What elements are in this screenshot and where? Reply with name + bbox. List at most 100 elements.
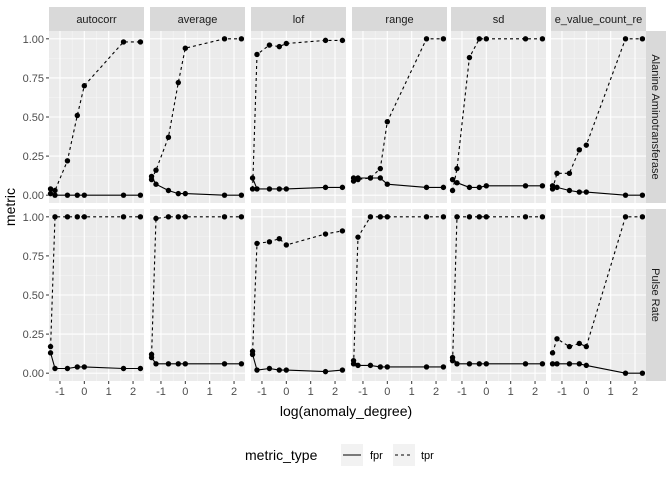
panel-0-1 <box>148 31 245 203</box>
point-fpr <box>522 183 529 189</box>
point-fpr <box>377 364 384 370</box>
y-tick-label: 0.25 <box>23 151 44 163</box>
point-fpr <box>576 361 583 367</box>
point-fpr <box>566 361 573 367</box>
point-tpr <box>137 214 144 220</box>
x-tick-label: 2 <box>332 386 338 398</box>
point-fpr <box>377 175 384 181</box>
x-tick-label: 1 <box>308 386 314 398</box>
point-tpr <box>566 343 573 350</box>
point-fpr <box>476 184 483 191</box>
strip-label-range: range <box>385 14 413 26</box>
point-fpr <box>249 175 256 181</box>
point-tpr <box>440 36 447 42</box>
point-tpr <box>522 214 529 220</box>
point-tpr <box>276 43 283 50</box>
point-fpr <box>639 370 646 376</box>
legend-label-fpr: fpr <box>370 450 383 462</box>
point-tpr <box>175 214 182 220</box>
point-fpr <box>554 184 560 191</box>
point-tpr <box>539 214 546 220</box>
point-tpr <box>322 231 329 237</box>
point-tpr <box>221 36 228 42</box>
point-fpr <box>339 184 346 191</box>
point-tpr <box>377 214 384 220</box>
panel-1-0 <box>47 209 144 381</box>
chart-panels <box>47 31 646 381</box>
point-tpr <box>454 165 460 172</box>
point-fpr <box>283 367 290 373</box>
point-tpr <box>483 214 490 220</box>
point-tpr <box>576 147 583 153</box>
point-fpr <box>449 176 456 183</box>
y-tick-label: 0.75 <box>23 73 44 85</box>
point-tpr <box>449 357 456 364</box>
point-fpr <box>47 190 54 197</box>
x-tick-label: 0 <box>483 386 489 398</box>
point-fpr <box>566 187 573 194</box>
point-tpr <box>182 214 189 220</box>
legend: metric_type fpr tpr <box>245 444 434 466</box>
point-tpr <box>522 36 529 42</box>
point-tpr <box>355 176 361 183</box>
point-fpr <box>322 368 329 375</box>
x-tick-label: 2 <box>130 386 136 398</box>
point-tpr <box>47 343 54 350</box>
strip-label-autocorr: autocorr <box>76 14 117 26</box>
point-tpr <box>639 36 646 42</box>
point-fpr <box>576 189 583 195</box>
panel-0-0 <box>47 31 144 203</box>
panel-0-3 <box>350 31 447 203</box>
panel-0-5 <box>549 31 646 203</box>
point-fpr <box>64 365 71 372</box>
y-tick-label: 0.00 <box>23 368 44 380</box>
point-tpr <box>249 348 256 354</box>
point-fpr <box>440 364 447 370</box>
row-strip-label-1: Pulse Rate <box>649 268 661 322</box>
point-tpr <box>182 45 189 51</box>
point-tpr <box>283 40 290 47</box>
point-tpr <box>81 83 88 89</box>
point-fpr <box>466 184 473 191</box>
strip-label-sd: sd <box>493 14 505 26</box>
point-tpr <box>423 36 430 42</box>
y-axis-title: metric <box>2 188 18 226</box>
row-strip-bg-1 <box>646 209 666 381</box>
point-tpr <box>367 175 374 181</box>
point-tpr <box>583 343 590 350</box>
point-fpr <box>483 183 490 189</box>
point-fpr <box>522 361 529 367</box>
legend-label-tpr: tpr <box>421 450 434 462</box>
point-fpr <box>254 186 260 192</box>
point-tpr <box>466 214 473 220</box>
strip-bg-5 <box>551 7 646 31</box>
point-tpr <box>148 176 155 183</box>
point-tpr <box>476 36 483 42</box>
point-fpr <box>137 192 144 198</box>
x-tick-label: 2 <box>632 386 638 398</box>
point-fpr <box>639 192 646 198</box>
point-tpr <box>64 158 71 164</box>
point-fpr <box>276 186 283 192</box>
point-fpr <box>74 192 81 198</box>
point-fpr <box>266 365 273 372</box>
point-tpr <box>165 134 172 141</box>
point-fpr <box>153 361 159 367</box>
point-tpr <box>148 351 155 358</box>
point-tpr <box>377 165 384 172</box>
point-fpr <box>182 361 189 367</box>
point-tpr <box>483 36 490 42</box>
x-tick-label: 1 <box>106 386 112 398</box>
legend-title: metric_type <box>245 447 318 463</box>
point-tpr <box>238 214 245 220</box>
point-fpr <box>137 365 144 372</box>
point-tpr <box>64 214 71 220</box>
point-fpr <box>466 361 473 367</box>
point-fpr <box>583 362 590 369</box>
column-strips: autocorr average lof range sd e_value_count_r… <box>49 7 646 31</box>
point-fpr <box>81 364 88 370</box>
row-strips: Alanine Aminotransferase Pulse Rate <box>646 31 666 381</box>
x-tick-label: -1 <box>358 386 368 398</box>
point-fpr <box>221 192 228 198</box>
